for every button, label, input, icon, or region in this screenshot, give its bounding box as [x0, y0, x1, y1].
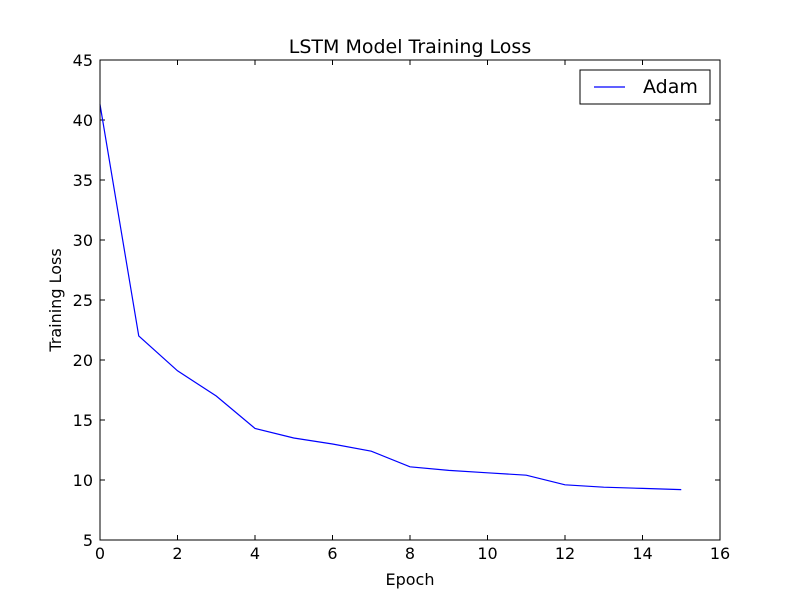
y-tick-label: 30 — [73, 231, 93, 250]
series-line-adam — [99, 104, 682, 491]
x-tick-label: 0 — [95, 544, 105, 563]
y-tick-label: 35 — [73, 171, 93, 190]
y-axis-ticks: 5 10 15 20 25 30 35 40 45 — [73, 51, 720, 550]
legend-label-adam: Adam — [643, 76, 698, 98]
x-tick-label: 14 — [632, 544, 652, 563]
x-tick-label: 12 — [555, 544, 575, 563]
y-axis-label: Training Loss — [46, 248, 65, 352]
legend: Adam — [579, 69, 711, 105]
plot-area-frame — [99, 59, 721, 541]
y-tick-label: 10 — [73, 471, 93, 490]
y-tick-label: 40 — [73, 111, 93, 130]
x-tick-label: 2 — [172, 544, 182, 563]
x-axis-label: Epoch — [386, 570, 435, 589]
x-tick-label: 4 — [250, 544, 260, 563]
y-tick-label: 25 — [73, 291, 93, 310]
series-layer — [99, 104, 682, 491]
x-axis-ticks: 0 2 4 6 8 10 12 14 16 — [95, 60, 730, 563]
x-tick-label: 16 — [710, 544, 730, 563]
y-tick-label: 5 — [83, 531, 93, 550]
y-tick-label: 20 — [73, 351, 93, 370]
y-tick-label: 45 — [73, 51, 93, 70]
y-tick-label: 15 — [73, 411, 93, 430]
x-tick-label: 10 — [477, 544, 497, 563]
x-tick-label: 6 — [327, 544, 337, 563]
chart-title: LSTM Model Training Loss — [289, 36, 531, 58]
x-tick-label: 8 — [405, 544, 415, 563]
